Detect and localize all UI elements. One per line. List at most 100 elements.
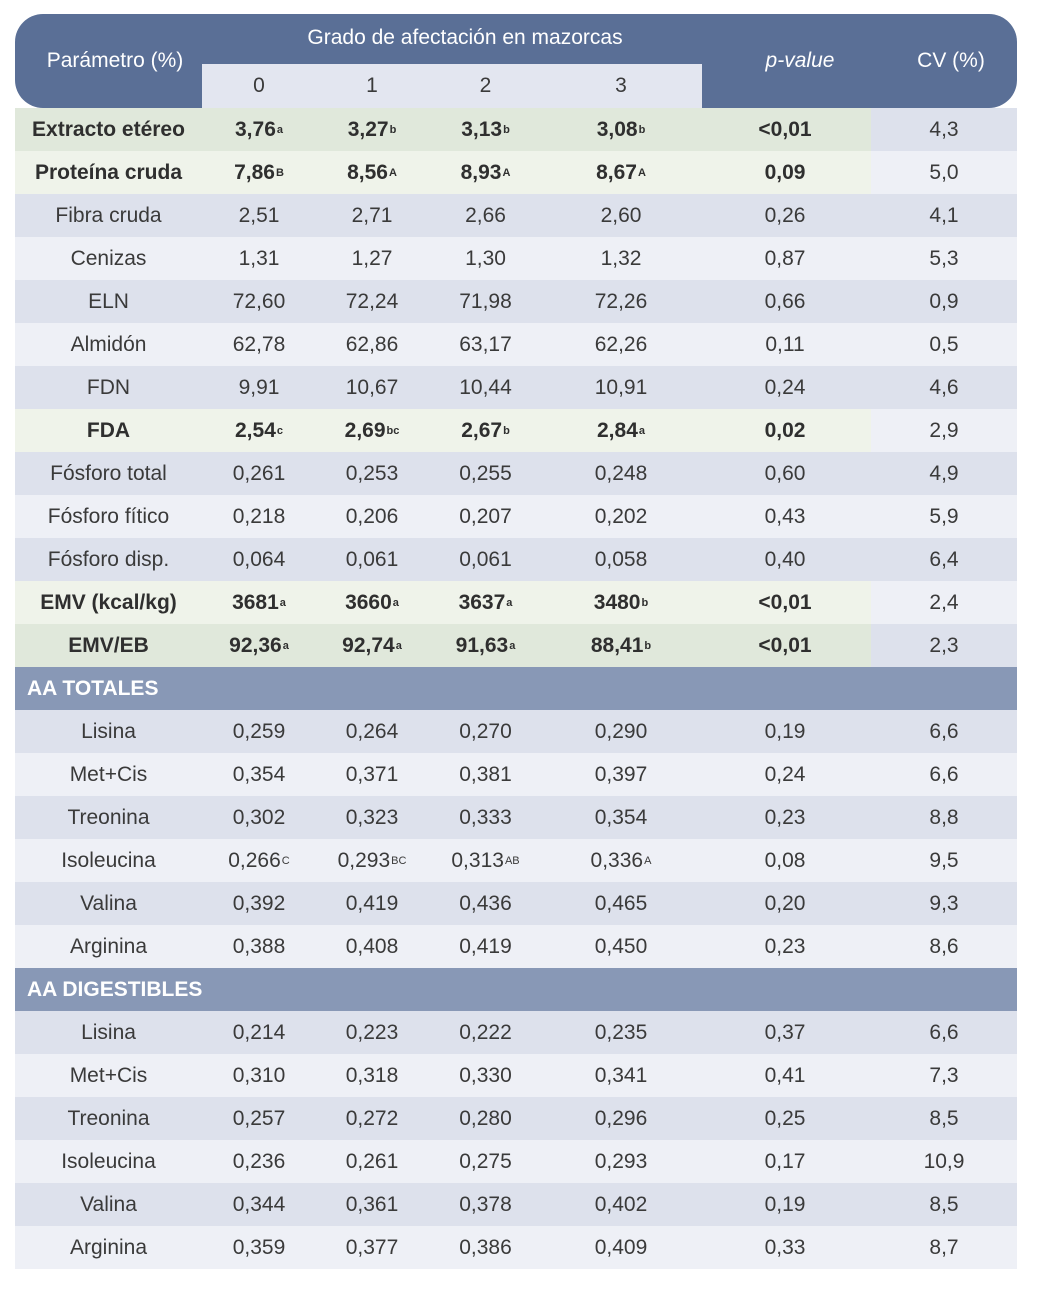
value-cell-level-1: 0,253 — [316, 452, 428, 495]
value-text: 0,261 — [345, 1149, 399, 1173]
pvalue-cell: 0,25 — [699, 1097, 871, 1140]
value-text: 0,377 — [345, 1235, 399, 1259]
value-cell-level-3: 0,290 — [543, 710, 699, 753]
value-text: 0,409 — [594, 1235, 648, 1259]
cv-cell: 4,6 — [871, 366, 1017, 409]
parameter-cell: FDN — [15, 366, 202, 409]
cv-cell: 2,9 — [871, 409, 1017, 452]
parameter-cell: Treonina — [15, 796, 202, 839]
cv-cell: 8,6 — [871, 925, 1017, 968]
value-text: 0,330 — [459, 1063, 512, 1087]
value-cell-level-0: 62,78 — [202, 323, 316, 366]
pvalue-cell: 0,26 — [699, 194, 871, 237]
value-text: 0,341 — [594, 1063, 648, 1087]
pvalue-cell: 0,40 — [699, 538, 871, 581]
table-row: Fósforo total 0,261 0,253 0,255 0,248 0,60 4,9 — [15, 452, 1017, 495]
value-text: 8,56 — [347, 160, 388, 184]
table-row: EMV/EB 92,36 a 92,74 a 91,63 a 88,41 b <0,01 2,3 — [15, 624, 1017, 667]
cv-cell: 4,9 — [871, 452, 1017, 495]
value-cell-level-3: 0,402 — [543, 1183, 699, 1226]
value-text: 0,354 — [594, 805, 648, 829]
value-cell-level-0: 0,259 — [202, 710, 316, 753]
cv-cell: 9,5 — [871, 839, 1017, 882]
value-text: 0,436 — [459, 891, 512, 915]
value-text: 0,253 — [345, 461, 399, 485]
value-cell-level-0: 0,388 — [202, 925, 316, 968]
value-text: 0,318 — [345, 1063, 399, 1087]
cv-cell: 6,4 — [871, 538, 1017, 581]
value-text: 0,323 — [345, 805, 399, 829]
value-cell-level-3: 0,202 — [543, 495, 699, 538]
value-cell-level-1: 3660 a — [316, 581, 428, 624]
value-cell-level-0: 92,36 a — [202, 624, 316, 667]
parameter-cell: Fibra cruda — [15, 194, 202, 237]
table-row: Treonina 0,257 0,272 0,280 0,296 0,25 8,5 — [15, 1097, 1017, 1140]
pvalue-cell: 0,02 — [699, 409, 871, 452]
value-text: 0,419 — [459, 934, 512, 958]
value-cell-level-1: 2,71 — [316, 194, 428, 237]
value-text: 10,67 — [345, 375, 399, 399]
value-cell-level-0: 2,51 — [202, 194, 316, 237]
parameter-cell: Almidón — [15, 323, 202, 366]
section-header-row: AA TOTALES — [15, 667, 1017, 710]
value-cell-level-1: 0,371 — [316, 753, 428, 796]
parameter-cell: Lisina — [15, 710, 202, 753]
value-text: 0,333 — [459, 805, 512, 829]
cv-cell: 9,3 — [871, 882, 1017, 925]
pvalue-cell: <0,01 — [699, 581, 871, 624]
value-cell-level-1: 8,56 A — [316, 151, 428, 194]
value-cell-level-0: 9,91 — [202, 366, 316, 409]
value-text: 3681 — [232, 590, 279, 614]
table-row: Lisina 0,214 0,223 0,222 0,235 0,37 6,6 — [15, 1011, 1017, 1054]
cv-cell: 0,5 — [871, 323, 1017, 366]
table-row: Fósforo disp. 0,064 0,061 0,061 0,058 0,40 6,4 — [15, 538, 1017, 581]
value-cell-level-1: 62,86 — [316, 323, 428, 366]
value-cell-level-3: 0,336 A — [543, 839, 699, 882]
value-cell-level-3: 10,91 — [543, 366, 699, 409]
pvalue-cell: 0,08 — [699, 839, 871, 882]
value-cell-level-0: 0,064 — [202, 538, 316, 581]
value-cell-level-1: 0,293 BC — [316, 839, 428, 882]
header-levels: 0 1 2 3 — [202, 64, 702, 108]
parameter-cell: Proteína cruda — [15, 151, 202, 194]
value-cell-level-2: 0,270 — [428, 710, 543, 753]
parameter-cell: FDA — [15, 409, 202, 452]
value-text: 0,255 — [459, 461, 512, 485]
header-level-1: 1 — [366, 74, 378, 97]
table-row: Extracto etéreo 3,76 a 3,27 b 3,13 b 3,08 b <0,01… — [15, 108, 1017, 151]
pvalue-cell: 0,17 — [699, 1140, 871, 1183]
cv-cell: 10,9 — [871, 1140, 1017, 1183]
value-text: 0,361 — [345, 1192, 399, 1216]
value-text: 0,408 — [345, 934, 399, 958]
value-text: 0,465 — [594, 891, 648, 915]
value-text: 0,206 — [345, 504, 399, 528]
value-cell-level-0: 0,302 — [202, 796, 316, 839]
value-cell-level-1: 0,272 — [316, 1097, 428, 1140]
value-text: 0,266 — [228, 848, 281, 872]
value-text: 3480 — [593, 590, 641, 614]
value-text: 1,31 — [238, 246, 280, 270]
value-cell-level-0: 0,359 — [202, 1226, 316, 1269]
value-text: 0,058 — [594, 547, 648, 571]
value-cell-level-3: 0,293 — [543, 1140, 699, 1183]
value-text: 0,293 — [594, 1149, 648, 1173]
value-text: 0,302 — [232, 805, 286, 829]
value-text: 0,235 — [594, 1020, 648, 1044]
value-text: 62,78 — [232, 332, 286, 356]
table-body: Extracto etéreo 3,76 a 3,27 b 3,13 b 3,08 b <0,01… — [15, 108, 1017, 1269]
value-cell-level-0: 3,76 a — [202, 108, 316, 151]
value-cell-level-3: 3,08 b — [543, 108, 699, 151]
cv-cell: 8,5 — [871, 1183, 1017, 1226]
value-text: 0,359 — [232, 1235, 286, 1259]
cv-cell: 4,3 — [871, 108, 1017, 151]
value-text: 2,54 — [235, 418, 276, 442]
pvalue-cell: 0,20 — [699, 882, 871, 925]
table-row: Treonina 0,302 0,323 0,333 0,354 0,23 8,8 — [15, 796, 1017, 839]
value-text: 71,98 — [459, 289, 512, 313]
value-cell-level-3: 2,84 a — [543, 409, 699, 452]
parameter-cell: Arginina — [15, 925, 202, 968]
table-row: Arginina 0,359 0,377 0,386 0,409 0,33 8,7 — [15, 1226, 1017, 1269]
table-row: Cenizas 1,31 1,27 1,30 1,32 0,87 5,3 — [15, 237, 1017, 280]
header-parameter: Parámetro (%) — [46, 49, 184, 72]
value-text: 10,91 — [594, 375, 648, 399]
